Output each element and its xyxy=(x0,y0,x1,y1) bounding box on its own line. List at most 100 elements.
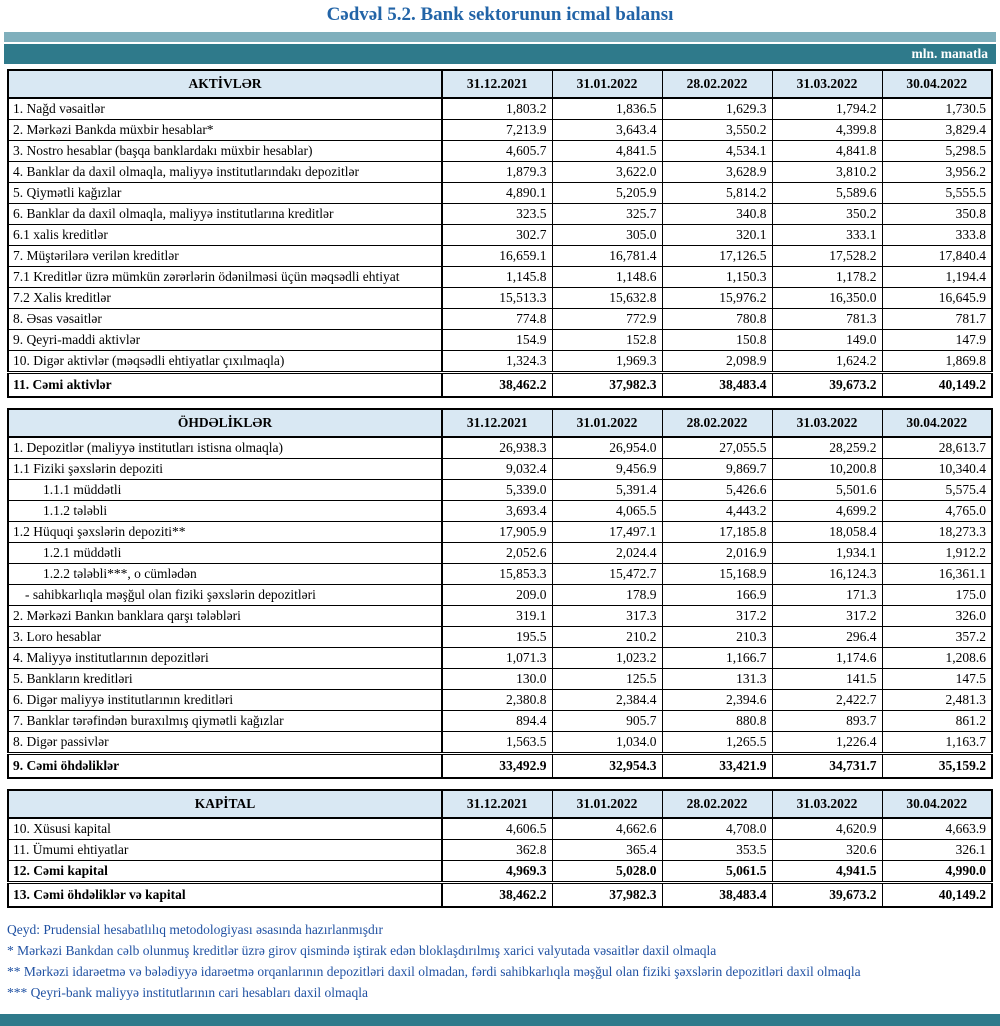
cell-value: 357.2 xyxy=(881,626,993,648)
section-header-row: ÖHDƏLİKLƏR 31.12.2021 31.01.2022 28.02.2022… xyxy=(7,408,993,438)
cell-value: 1,629.3 xyxy=(661,97,773,120)
cell-value: 210.3 xyxy=(661,626,773,648)
table-row: 1.2.2 tələbli***, o cümlədən 15,853.3 15,4… xyxy=(7,563,993,585)
column-header: 31.01.2022 xyxy=(551,408,663,438)
table-row: 6. Digər maliyyə institutlarının kreditl… xyxy=(7,689,993,711)
column-header: 30.04.2022 xyxy=(881,69,993,99)
cell-value: 4,399.8 xyxy=(771,119,883,141)
cell-value: 28,613.7 xyxy=(881,436,993,459)
footnote: *** Qeyri-bank maliyyə institutlarının c… xyxy=(7,984,369,1000)
cell-value: 38,483.4 xyxy=(661,371,773,398)
row-label: 5. Bankların kreditləri xyxy=(7,668,443,690)
column-header: 31.01.2022 xyxy=(551,789,663,819)
table-row: 1.1 Fiziki şəxslərin depoziti 9,032.4 9,45… xyxy=(7,458,993,480)
cell-value: 17,905.9 xyxy=(441,521,553,543)
cell-value: 305.0 xyxy=(551,224,663,246)
cell-value: 28,259.2 xyxy=(771,436,883,459)
row-label: 7.1 Kreditlər üzrə mümkün zərərlərin ödə… xyxy=(7,266,443,288)
cell-value: 38,462.2 xyxy=(441,371,553,398)
table-row: 8. Əsas vəsaitlər 774.8 772.9 780.8 781.3 781… xyxy=(7,308,993,330)
cell-value: 323.5 xyxy=(441,203,553,225)
cell-value: 38,483.4 xyxy=(661,881,773,908)
row-label: 8. Digər passivlər xyxy=(7,731,443,754)
cell-value: 880.8 xyxy=(661,710,773,732)
cell-value: 17,497.1 xyxy=(551,521,663,543)
cell-value: 3,628.9 xyxy=(661,161,773,183)
column-header: 28.02.2022 xyxy=(661,789,773,819)
cell-value: 3,550.2 xyxy=(661,119,773,141)
cell-value: 154.9 xyxy=(441,329,553,351)
cell-value: 1,163.7 xyxy=(881,731,993,754)
row-label: 5. Qiymətli kağızlar xyxy=(7,182,443,204)
column-header: 31.12.2021 xyxy=(441,69,553,99)
cell-value: 26,938.3 xyxy=(441,436,553,459)
table-row: 11. Cəmi aktivlər 38,462.2 37,982.3 38,483.… xyxy=(7,371,993,398)
table-row: 3. Loro hesablar 195.5 210.2 210.3 296.4 357.… xyxy=(7,626,993,648)
cell-value: 1,071.3 xyxy=(441,647,553,669)
section-header-row: AKTİVLƏR 31.12.2021 31.01.2022 28.02.2022 31… xyxy=(7,69,993,99)
cell-value: 340.8 xyxy=(661,203,773,225)
cell-value: 9,456.9 xyxy=(551,458,663,480)
cell-value: 16,645.9 xyxy=(881,287,993,309)
unit-bar: mln. manatla xyxy=(4,44,996,64)
cell-value: 39,673.2 xyxy=(771,371,883,398)
table-row: 1.2.1 müddətli 2,052.6 2,024.4 2,016.9 1,934… xyxy=(7,542,993,564)
cell-value: 5,298.5 xyxy=(881,140,993,162)
cell-value: 1,194.4 xyxy=(881,266,993,288)
cell-value: 781.7 xyxy=(881,308,993,330)
cell-value: 37,982.3 xyxy=(551,371,663,398)
cell-value: 5,339.0 xyxy=(441,479,553,501)
cell-value: 1,836.5 xyxy=(551,97,663,120)
cell-value: 4,443.2 xyxy=(661,500,773,522)
table-row: 9. Qeyri-maddi aktivlər 154.9 152.8 150.8 14… xyxy=(7,329,993,351)
row-label: 11. Ümumi ehtiyatlar xyxy=(7,839,443,861)
column-header: 28.02.2022 xyxy=(661,69,773,99)
cell-value: 171.3 xyxy=(771,584,883,606)
cell-value: 4,990.0 xyxy=(881,860,993,883)
table-row: 4. Banklar da daxil olmaqla, maliyyə ins… xyxy=(7,161,993,183)
section-header: ÖHDƏLİKLƏR xyxy=(7,408,443,438)
table-row: 6.1 xalis kreditlər 302.7 305.0 320.1 333.1 3… xyxy=(7,224,993,246)
cell-value: 5,501.6 xyxy=(771,479,883,501)
table-row: 1. Nağd vəsaitlər 1,803.2 1,836.5 1,629.3 1,… xyxy=(7,97,993,120)
cell-value: 3,810.2 xyxy=(771,161,883,183)
cell-value: 1,148.6 xyxy=(551,266,663,288)
cell-value: 317.2 xyxy=(771,605,883,627)
row-label: 1. Depozitlər (maliyyə institutları isti… xyxy=(7,436,443,459)
cell-value: 2,016.9 xyxy=(661,542,773,564)
cell-value: 781.3 xyxy=(771,308,883,330)
table-row: 13. Cəmi öhdəliklər və kapital 38,462.2 37… xyxy=(7,881,993,908)
cell-value: 5,555.5 xyxy=(881,182,993,204)
table-row: 4. Maliyyə institutlarının depozitləri 1,… xyxy=(7,647,993,669)
cell-value: 15,168.9 xyxy=(661,563,773,585)
section-table-aktivler: AKTİVLƏR 31.12.2021 31.01.2022 28.02.2022 31… xyxy=(7,69,993,398)
cell-value: 27,055.5 xyxy=(661,436,773,459)
cell-value: 1,869.8 xyxy=(881,350,993,373)
table-row: 5. Bankların kreditləri 130.0 125.5 131.3 14… xyxy=(7,668,993,690)
page-title: Cədvəl 5.2. Bank sektorunun icmal balans… xyxy=(326,4,674,25)
cell-value: 1,150.3 xyxy=(661,266,773,288)
cell-value: 3,643.4 xyxy=(551,119,663,141)
cell-value: 15,513.3 xyxy=(441,287,553,309)
bottom-bar xyxy=(0,1013,1000,1026)
cell-value: 39,673.2 xyxy=(771,881,883,908)
table-row: 1. Depozitlər (maliyyə institutları isti… xyxy=(7,436,993,459)
row-label: 13. Cəmi öhdəliklər və kapital xyxy=(7,881,443,908)
cell-value: 9,032.4 xyxy=(441,458,553,480)
cell-value: 210.2 xyxy=(551,626,663,648)
row-label: 1.2.2 tələbli***, o cümlədən xyxy=(7,563,443,585)
cell-value: 16,350.0 xyxy=(771,287,883,309)
cell-value: 15,632.8 xyxy=(551,287,663,309)
cell-value: 147.5 xyxy=(881,668,993,690)
table-row: 8. Digər passivlər 1,563.5 1,034.0 1,265.5 1… xyxy=(7,731,993,754)
cell-value: 166.9 xyxy=(661,584,773,606)
cell-value: 365.4 xyxy=(551,839,663,861)
footnote: * Mərkəzi Bankdan cəlb olunmuş kreditlər… xyxy=(7,942,717,958)
cell-value: 2,394.6 xyxy=(661,689,773,711)
cell-value: 3,956.2 xyxy=(881,161,993,183)
cell-value: 1,174.6 xyxy=(771,647,883,669)
column-header: 30.04.2022 xyxy=(881,408,993,438)
cell-value: 4,841.5 xyxy=(551,140,663,162)
row-label: 1.1.2 tələbli xyxy=(7,500,443,522)
section-header-row: KAPİTAL 31.12.2021 31.01.2022 28.02.2022 31.… xyxy=(7,789,993,819)
